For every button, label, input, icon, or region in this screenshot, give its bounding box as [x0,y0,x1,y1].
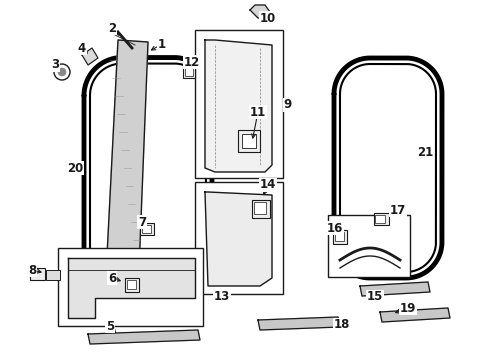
Bar [195,30,283,178]
Text: 19: 19 [399,302,415,315]
Text: 5: 5 [106,320,114,333]
Bar [127,280,136,289]
Bar [30,268,45,280]
Bar [195,182,283,294]
Bar [334,232,343,241]
Text: 21: 21 [416,145,432,158]
Polygon shape [204,40,271,172]
Text: 14: 14 [259,179,276,192]
Text: 9: 9 [284,99,291,112]
Bar [184,60,193,76]
Bar [374,215,384,223]
Text: 18: 18 [333,319,349,332]
Polygon shape [379,308,449,322]
Text: 10: 10 [259,12,276,24]
Bar [140,223,154,235]
Bar [183,58,195,78]
Text: 1: 1 [158,37,166,50]
Text: 2: 2 [108,22,116,35]
Bar [242,134,256,148]
Text: 20: 20 [67,162,83,175]
Polygon shape [105,40,148,295]
Polygon shape [249,5,269,18]
Bar [58,248,203,326]
Polygon shape [258,317,339,330]
Text: 7: 7 [138,216,146,229]
Polygon shape [68,258,195,318]
Bar [251,200,269,218]
Text: 8: 8 [28,264,36,276]
Text: 11: 11 [249,105,265,118]
Text: 3: 3 [51,58,59,72]
Text: 15: 15 [366,291,383,303]
Text: 6: 6 [108,271,116,284]
Bar [332,230,346,244]
Text: 12: 12 [183,55,200,68]
Polygon shape [359,282,429,296]
Bar [46,270,60,280]
Text: 17: 17 [389,203,406,216]
Bar [373,213,388,225]
Polygon shape [88,330,200,344]
Bar [125,278,139,292]
Text: 4: 4 [78,41,86,54]
Polygon shape [204,192,271,286]
Bar [327,215,409,277]
Text: 16: 16 [326,221,343,234]
Polygon shape [82,48,98,65]
Bar [238,130,260,152]
Bar [142,225,151,233]
Text: 13: 13 [213,289,230,302]
Bar [253,202,265,214]
Circle shape [58,68,66,76]
